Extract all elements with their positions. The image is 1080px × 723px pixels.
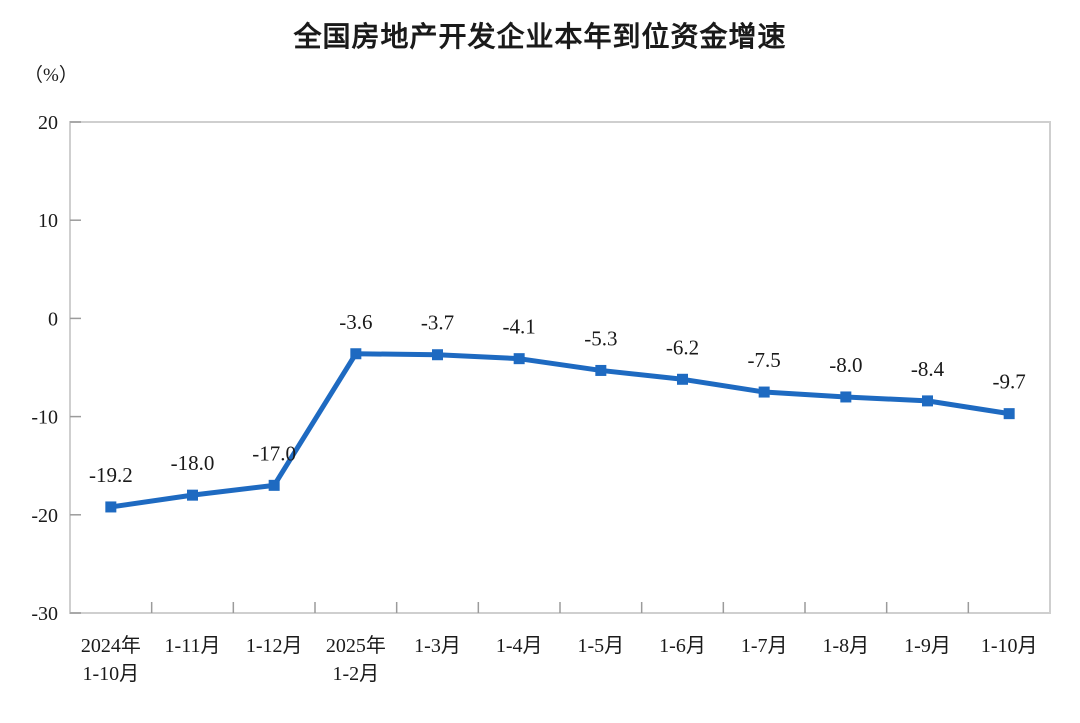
data-point-label: -8.4 (911, 357, 945, 381)
data-point-marker (758, 386, 770, 398)
y-axis-tick-label: -20 (31, 505, 58, 527)
x-axis-category-label: 1-3月 (414, 635, 461, 657)
data-point-label: -18.0 (171, 451, 215, 475)
x-axis-category-label: 1-9月 (904, 635, 951, 657)
data-point-marker (840, 391, 852, 403)
data-point-marker (922, 395, 933, 407)
data-point-marker (268, 479, 280, 491)
x-axis-category-label: 1-8月 (822, 635, 869, 657)
data-point-label: -3.7 (421, 311, 454, 335)
x-axis-category-label: 1-6月 (659, 635, 706, 657)
x-axis-category-label: 1-5月 (577, 635, 624, 657)
data-point-label: -6.2 (666, 335, 699, 359)
x-axis-category-label: 2025年 (326, 634, 386, 657)
x-axis-category-label: 1-12月 (246, 635, 303, 657)
x-axis-category-label: 1-11月 (165, 635, 221, 657)
data-point-label: -7.5 (748, 348, 781, 372)
x-axis-category-label: 1-2月 (332, 663, 379, 685)
plot-border (69, 121, 1051, 614)
data-point-marker (595, 364, 607, 376)
y-axis-tick-label: 0 (48, 308, 58, 330)
y-axis-tick-label: 10 (38, 210, 58, 232)
data-point-label: -17.0 (252, 441, 296, 465)
y-axis-tick-label: -10 (31, 407, 58, 429)
y-axis-unit-label: （%） (24, 65, 78, 86)
data-point-marker (350, 348, 362, 360)
data-point-label: -5.3 (584, 326, 617, 350)
y-axis-tick-label: 20 (38, 112, 58, 134)
data-point-marker (432, 349, 443, 361)
data-point-label: -8.0 (829, 353, 862, 377)
data-point-marker (677, 373, 688, 385)
data-point-marker (1003, 408, 1015, 420)
chart-title: 全国房地产开发企业本年到位资金增速 (293, 20, 787, 53)
data-point-marker (187, 489, 198, 501)
data-point-label: -19.2 (89, 463, 133, 487)
x-axis-category-label: 1-4月 (496, 635, 543, 657)
x-axis-category-label: 1-10月 (82, 663, 139, 685)
data-point-label: -9.7 (993, 370, 1026, 394)
data-point-label: -3.6 (339, 310, 372, 334)
data-point-label: -4.1 (503, 315, 536, 339)
y-axis-tick-label: -30 (31, 603, 58, 625)
data-point-marker (105, 501, 117, 513)
x-axis-category-label: 2024年 (81, 634, 141, 657)
x-axis-category-label: 1-7月 (741, 635, 788, 657)
x-axis-category-label: 1-10月 (981, 635, 1038, 657)
series-line (108, 351, 1012, 510)
data-point-marker (513, 353, 525, 365)
